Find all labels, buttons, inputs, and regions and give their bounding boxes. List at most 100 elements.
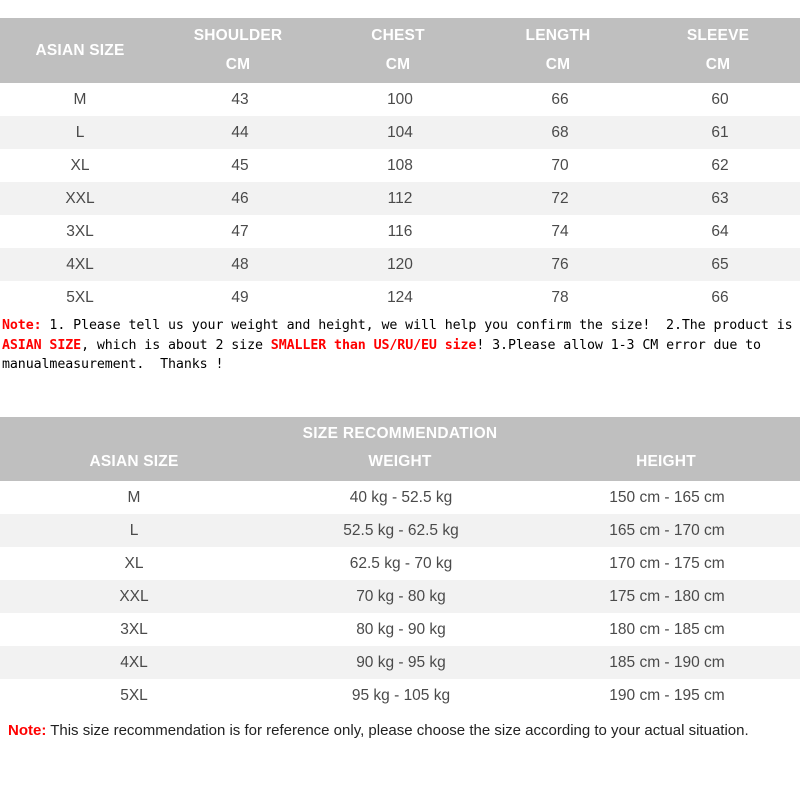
cell-sleeve: 64 xyxy=(711,222,729,240)
cell-weight: 62.5 kg - 70 kg xyxy=(349,554,453,572)
recommendation-table: SIZE RECOMMENDATION ASIAN SIZE WEIGHT HE… xyxy=(0,417,800,712)
cell-length: 66 xyxy=(551,90,569,108)
measurement-note-segment-2: , which is about 2 size xyxy=(81,337,271,353)
table-row: 3XL 80 kg - 90 kg 180 cm - 185 cm xyxy=(0,613,800,646)
cell-weight: 90 kg - 95 kg xyxy=(356,653,446,671)
cell-size: XXL xyxy=(65,189,95,207)
cell-size: M xyxy=(127,488,141,506)
cell-sleeve: 66 xyxy=(711,288,729,306)
cell-sleeve: 62 xyxy=(711,156,729,174)
cell-length: 78 xyxy=(551,288,569,306)
measurement-note-highlight-smaller: SMALLER than US/RU/EU size xyxy=(270,337,477,353)
cell-shoulder: 45 xyxy=(231,156,249,174)
column-header-asian-size: ASIAN SIZE xyxy=(89,453,179,470)
cell-size: 3XL xyxy=(66,222,94,240)
measurement-note-segment-1: 1. Please tell us your weight and height… xyxy=(41,318,800,333)
column-header-length: LENGTH CM xyxy=(478,18,638,83)
cell-size: 5XL xyxy=(120,686,148,704)
cell-shoulder: 43 xyxy=(231,90,249,108)
column-header-shoulder-label: SHOULDER xyxy=(193,27,283,44)
cell-shoulder: 44 xyxy=(231,123,249,141)
table-row: M 43 100 66 60 xyxy=(0,83,800,116)
column-header-chest: CHEST CM xyxy=(318,18,478,83)
table-row: L 44 104 68 61 xyxy=(0,116,800,149)
cell-size: 3XL xyxy=(120,620,148,638)
measurement-table: ASIAN SIZE SHOULDER CM CHEST CM LENGTH C… xyxy=(0,18,800,314)
cell-height: 175 cm - 180 cm xyxy=(609,587,725,605)
cell-chest: 100 xyxy=(387,90,413,108)
cell-height: 185 cm - 190 cm xyxy=(609,653,725,671)
measurement-note-highlight-asian-size: ASIAN SIZE xyxy=(2,337,82,353)
column-header-asian-size: ASIAN SIZE xyxy=(35,41,125,59)
cell-chest: 124 xyxy=(387,288,413,306)
cell-length: 70 xyxy=(551,156,569,174)
cell-sleeve: 63 xyxy=(711,189,729,207)
column-header-sleeve-unit: CM xyxy=(705,56,731,73)
cell-chest: 112 xyxy=(387,189,413,207)
cell-weight: 52.5 kg - 62.5 kg xyxy=(343,521,459,539)
recommendation-note-label: Note: xyxy=(8,722,47,739)
measurement-note-label: Note: xyxy=(2,318,42,333)
cell-shoulder: 46 xyxy=(231,189,249,207)
cell-chest: 116 xyxy=(387,222,413,240)
column-header-weight: WEIGHT xyxy=(368,453,432,470)
cell-shoulder: 49 xyxy=(231,288,249,306)
cell-weight: 40 kg - 52.5 kg xyxy=(349,488,453,506)
column-header-height: HEIGHT xyxy=(636,453,696,470)
column-header-chest-unit: CM xyxy=(385,56,411,73)
column-header-length-label: LENGTH xyxy=(525,27,591,44)
measurement-table-header: ASIAN SIZE SHOULDER CM CHEST CM LENGTH C… xyxy=(0,18,800,83)
cell-height: 190 cm - 195 cm xyxy=(609,686,725,704)
cell-size: XL xyxy=(70,156,90,174)
recommendation-table-header: SIZE RECOMMENDATION ASIAN SIZE WEIGHT HE… xyxy=(0,417,800,481)
cell-length: 72 xyxy=(551,189,569,207)
recommendation-note-text: This size recommendation is for referenc… xyxy=(46,722,749,739)
table-row: 5XL 95 kg - 105 kg 190 cm - 195 cm xyxy=(0,679,800,712)
table-row: L 52.5 kg - 62.5 kg 165 cm - 170 cm xyxy=(0,514,800,547)
column-header-shoulder: SHOULDER CM xyxy=(158,18,318,83)
cell-sleeve: 60 xyxy=(711,90,729,108)
cell-shoulder: 47 xyxy=(231,222,249,240)
table-row: 4XL 48 120 76 65 xyxy=(0,248,800,281)
cell-size: 4XL xyxy=(120,653,148,671)
recommendation-title: SIZE RECOMMENDATION xyxy=(302,425,498,442)
cell-length: 76 xyxy=(551,255,569,273)
column-header-shoulder-unit: CM xyxy=(225,56,251,73)
cell-chest: 120 xyxy=(387,255,413,273)
cell-chest: 104 xyxy=(387,123,413,141)
cell-height: 170 cm - 175 cm xyxy=(609,554,725,572)
cell-length: 74 xyxy=(551,222,569,240)
column-header-sleeve-label: SLEEVE xyxy=(686,27,750,44)
column-header-chest-label: CHEST xyxy=(371,27,425,44)
cell-size: L xyxy=(75,123,85,141)
cell-size: XXL xyxy=(119,587,149,605)
table-row: XXL 46 112 72 63 xyxy=(0,182,800,215)
table-row: 4XL 90 kg - 95 kg 185 cm - 190 cm xyxy=(0,646,800,679)
cell-length: 68 xyxy=(551,123,569,141)
measurement-note: Note: 1. Please tell us your weight and … xyxy=(2,316,798,375)
cell-weight: 95 kg - 105 kg xyxy=(351,686,451,704)
table-row: M 40 kg - 52.5 kg 150 cm - 165 cm xyxy=(0,481,800,514)
cell-size: 4XL xyxy=(66,255,94,273)
column-header-sleeve: SLEEVE CM xyxy=(638,18,798,83)
table-row: 3XL 47 116 74 64 xyxy=(0,215,800,248)
cell-height: 150 cm - 165 cm xyxy=(609,488,725,506)
measurement-note-segment-3: ! 3.Please allow 1-3 CM error due to man… xyxy=(2,337,769,373)
cell-sleeve: 65 xyxy=(711,255,729,273)
cell-chest: 108 xyxy=(387,156,413,174)
cell-size: XL xyxy=(124,554,144,572)
cell-weight: 70 kg - 80 kg xyxy=(356,587,446,605)
table-row: 5XL 49 124 78 66 xyxy=(0,281,800,314)
cell-shoulder: 48 xyxy=(231,255,249,273)
cell-sleeve: 61 xyxy=(711,123,729,141)
table-row: XL 62.5 kg - 70 kg 170 cm - 175 cm xyxy=(0,547,800,580)
cell-size: 5XL xyxy=(66,288,94,306)
cell-height: 180 cm - 185 cm xyxy=(609,620,725,638)
table-row: XL 45 108 70 62 xyxy=(0,149,800,182)
recommendation-note: Note: This size recommendation is for re… xyxy=(8,718,788,743)
table-row: XXL 70 kg - 80 kg 175 cm - 180 cm xyxy=(0,580,800,613)
cell-size: M xyxy=(73,90,87,108)
cell-height: 165 cm - 170 cm xyxy=(609,521,725,539)
cell-size: L xyxy=(129,521,139,539)
cell-weight: 80 kg - 90 kg xyxy=(356,620,446,638)
